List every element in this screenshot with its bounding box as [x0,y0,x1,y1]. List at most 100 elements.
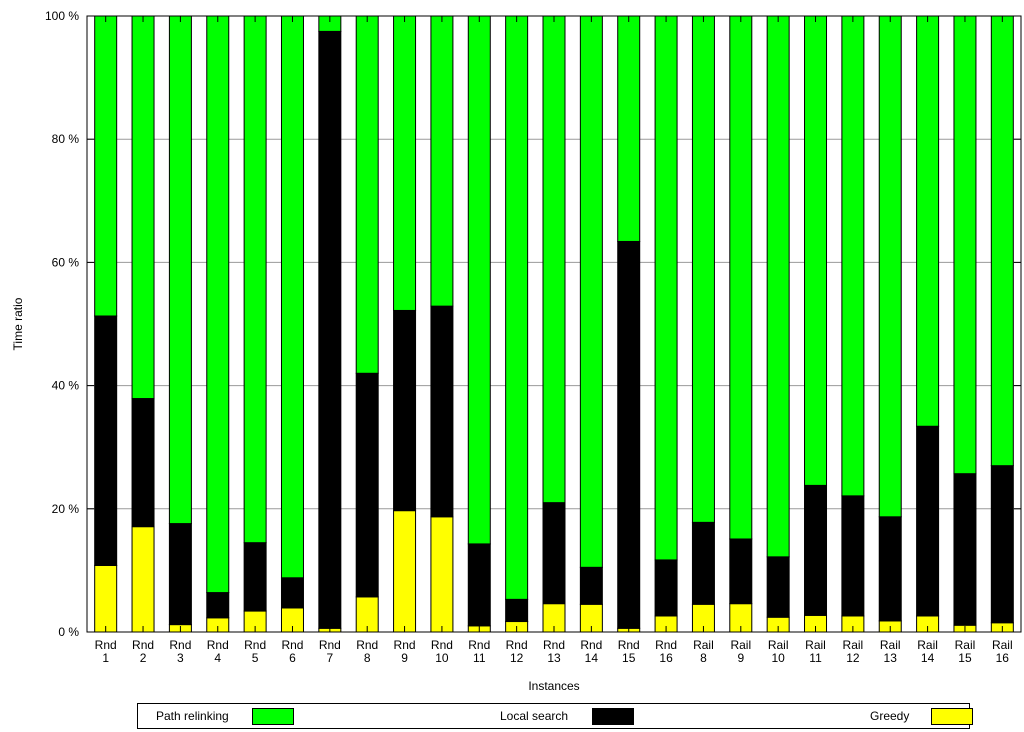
x-tick-label: Rail [880,638,901,652]
x-tick-label: Rail [917,638,938,652]
x-tick-label: Rnd [207,638,229,652]
x-tick-label: Rnd [506,638,528,652]
x-tick-label: Rnd [132,638,154,652]
x-tick-label: 12 [846,651,860,665]
bar-stack [132,16,154,632]
bar-path-relinking [244,16,266,543]
x-tick-label: Rail [730,638,751,652]
x-tick-label: 3 [177,651,184,665]
bar-path-relinking [655,16,677,560]
x-tick-label: 14 [585,651,599,665]
x-tick-label: 14 [921,651,935,665]
y-tick-label: 60 % [52,255,80,269]
x-tick-label: 7 [326,651,333,665]
bar-local-search [917,426,939,616]
bar-local-search [431,306,453,517]
x-tick-label: Rail [805,638,826,652]
x-tick-label: Rnd [244,638,266,652]
x-tick-label: Rail [843,638,864,652]
bar-local-search [95,316,117,565]
bar-stack [917,16,939,632]
bar-stack [169,16,191,632]
bar-stack [842,16,864,632]
legend-swatch [931,708,973,725]
x-tick-label: 9 [737,651,744,665]
bar-greedy [394,511,416,632]
x-tick-label: 1 [102,651,109,665]
bar-local-search [618,241,640,628]
x-tick-label: Rnd [169,638,191,652]
bar-path-relinking [431,16,453,306]
bar-local-search [281,578,303,608]
legend: Path relinking Local search Greedy [137,703,970,729]
x-tick-label: 15 [958,651,972,665]
bar-stack [319,16,341,632]
bar-path-relinking [917,16,939,426]
x-tick-label: 10 [771,651,785,665]
x-tick-label: Rnd [543,638,565,652]
bar-stack [655,16,677,632]
bar-path-relinking [95,16,117,316]
x-tick-label: 2 [140,651,147,665]
bar-stack [394,16,416,632]
x-tick-label: 11 [809,651,822,665]
bar-path-relinking [506,16,528,599]
bars-group [95,16,1014,632]
bar-local-search [468,544,490,626]
bar-path-relinking [394,16,416,310]
y-tick-label: 40 % [52,379,80,393]
bar-stack [805,16,827,632]
bar-path-relinking [879,16,901,517]
bar-path-relinking [132,16,154,399]
x-tick-label: 13 [884,651,898,665]
x-tick-label: Rnd [319,638,341,652]
x-tick-label: Rnd [618,638,640,652]
bar-path-relinking [692,16,714,522]
x-tick-label: Rnd [95,638,117,652]
bar-stack [879,16,901,632]
bar-stack [506,16,528,632]
x-tick-label: 16 [659,651,673,665]
x-tick-label: 4 [214,651,221,665]
bar-local-search [169,524,191,625]
bar-local-search [730,539,752,604]
bar-local-search [319,31,341,628]
x-tick-label: 10 [435,651,449,665]
bar-path-relinking [169,16,191,524]
x-tick-label: Rail [955,638,976,652]
x-tick-label: Rnd [281,638,303,652]
bar-local-search [132,399,154,527]
bar-stack [954,16,976,632]
bar-local-search [879,517,901,621]
bar-local-search [356,373,378,597]
legend-label: Path relinking [156,709,229,723]
bar-greedy [132,527,154,632]
bar-local-search [394,310,416,510]
x-tick-label: 15 [622,651,636,665]
bar-local-search [954,474,976,626]
x-tick-label: 12 [510,651,524,665]
x-tick-label: Rail [693,638,714,652]
bar-path-relinking [356,16,378,373]
bar-local-search [207,593,229,618]
x-tick-label: 16 [996,651,1010,665]
x-tick-label: Rnd [468,638,490,652]
bar-stack [356,16,378,632]
bar-path-relinking [767,16,789,557]
bar-path-relinking [281,16,303,578]
bar-local-search [692,522,714,604]
x-tick-label: Rail [992,638,1013,652]
bar-stack [991,16,1013,632]
bar-path-relinking [207,16,229,593]
bar-local-search [244,543,266,611]
bar-greedy [431,517,453,632]
bar-local-search [543,503,565,604]
bar-greedy [95,565,117,632]
y-tick-label: 0 % [58,625,79,639]
bar-stack [281,16,303,632]
bar-path-relinking [730,16,752,539]
x-tick-label: 9 [401,651,408,665]
x-tick-label: Rnd [655,638,677,652]
bar-stack [580,16,602,632]
bar-stack [95,16,117,632]
